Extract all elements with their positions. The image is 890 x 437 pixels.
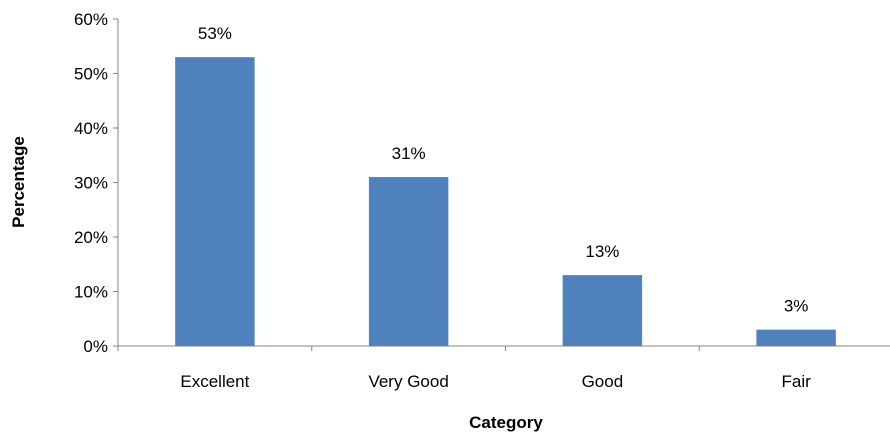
y-tick-label: 60% [74, 10, 108, 29]
category-label: Fair [781, 372, 811, 391]
data-label: 53% [198, 24, 232, 43]
category-label: Very Good [368, 372, 448, 391]
y-tick-label: 10% [74, 283, 108, 302]
bar [562, 275, 643, 346]
data-label: 3% [784, 297, 809, 316]
category-label: Excellent [180, 372, 249, 391]
bar [175, 57, 255, 347]
y-tick-label: 30% [74, 174, 108, 193]
category-label: Good [582, 372, 624, 391]
bar [756, 329, 836, 346]
y-tick-label: 50% [74, 65, 108, 84]
data-label: 13% [585, 242, 619, 261]
y-tick-label: 20% [74, 228, 108, 247]
data-labels: 53% 31% 13% 3% [198, 24, 809, 316]
y-tick-label: 40% [74, 119, 108, 138]
y-tick-label: 0% [83, 337, 108, 356]
bars [175, 57, 836, 347]
category-labels: Excellent Very Good Good Fair [180, 372, 811, 391]
bar [368, 177, 449, 346]
y-axis: 0% 10% 20% 30% 40% 50% 60% [74, 10, 119, 356]
x-axis-title: Category [469, 413, 543, 432]
x-axis [117, 345, 890, 351]
data-label: 31% [392, 144, 426, 163]
y-axis-title: Percentage [9, 136, 28, 228]
